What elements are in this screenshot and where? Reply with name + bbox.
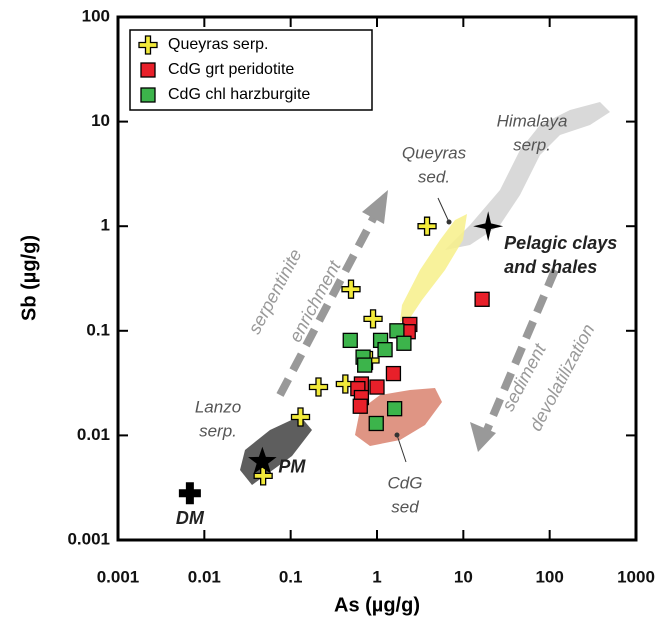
annotation: Queyras: [402, 143, 467, 162]
legend-box: [129, 29, 373, 111]
point: [308, 377, 329, 397]
x-tick-label: 1000: [617, 567, 655, 586]
point: [290, 407, 311, 427]
point: [342, 332, 358, 349]
annotation: Himalaya: [497, 111, 568, 130]
annotation: serp.: [513, 135, 551, 154]
y-tick-label: 0.1: [86, 320, 110, 339]
plot-frame: [116, 15, 638, 542]
legend-label: CdG chl harzburgite: [168, 86, 310, 103]
y-tick-label: 1: [101, 216, 110, 235]
cdg-sed-field: [355, 388, 442, 446]
legend-label: CdG grt peridotite: [168, 61, 294, 78]
annotation: CdG: [388, 473, 423, 492]
reference-label: PM: [278, 456, 306, 476]
point: [386, 401, 403, 417]
annotation: Lanzo: [195, 397, 241, 416]
legend-marker: [140, 62, 156, 78]
leader-dot: [446, 219, 452, 225]
devolatilization-arrow: [470, 268, 559, 452]
point: [357, 357, 373, 373]
point: [474, 291, 490, 307]
legend-label: Queyras serp.: [168, 36, 268, 53]
point: [396, 335, 412, 351]
reference-point: [178, 482, 201, 505]
y-tick-label: 10: [91, 111, 110, 130]
x-tick-label: 100: [535, 567, 563, 586]
annotation: devolatilization: [525, 321, 598, 435]
reference-label: DM: [176, 508, 205, 528]
enrichment-arrow: [276, 190, 388, 397]
x-tick-label: 0.001: [97, 567, 140, 586]
x-tick-label: 10: [454, 567, 473, 586]
reference-point: [248, 446, 277, 474]
point: [363, 309, 383, 329]
x-tick-label: 0.01: [188, 567, 221, 586]
y-tick-label: 100: [82, 6, 110, 25]
reference-point: [473, 211, 504, 242]
y-axis-title: Sb (µg/g): [18, 235, 40, 321]
queyras-sed-field: [400, 214, 467, 322]
annotation: sed.: [418, 167, 450, 186]
x-tick-label: 1: [372, 567, 381, 586]
leader-dot: [394, 432, 400, 438]
y-tick-label: 0.01: [77, 425, 110, 444]
point: [352, 398, 368, 414]
legend-marker: [140, 87, 156, 103]
x-axis-title: As (µg/g): [334, 594, 420, 616]
point: [335, 374, 356, 394]
point: [417, 216, 437, 236]
annotation: serp.: [199, 421, 237, 440]
reference-label: and shales: [504, 257, 597, 277]
leader-line: [437, 197, 450, 223]
x-tick-label: 0.1: [279, 567, 303, 586]
point: [385, 365, 402, 382]
point: [368, 415, 384, 432]
reference-label: Pelagic clays: [504, 233, 617, 253]
point: [377, 342, 393, 358]
annotation: sed: [391, 497, 419, 516]
leader-line: [396, 434, 407, 463]
legend-marker: [138, 35, 158, 55]
himalaya-field: [445, 102, 610, 250]
point: [369, 379, 385, 395]
point: [341, 279, 361, 299]
y-tick-label: 0.001: [67, 529, 110, 548]
